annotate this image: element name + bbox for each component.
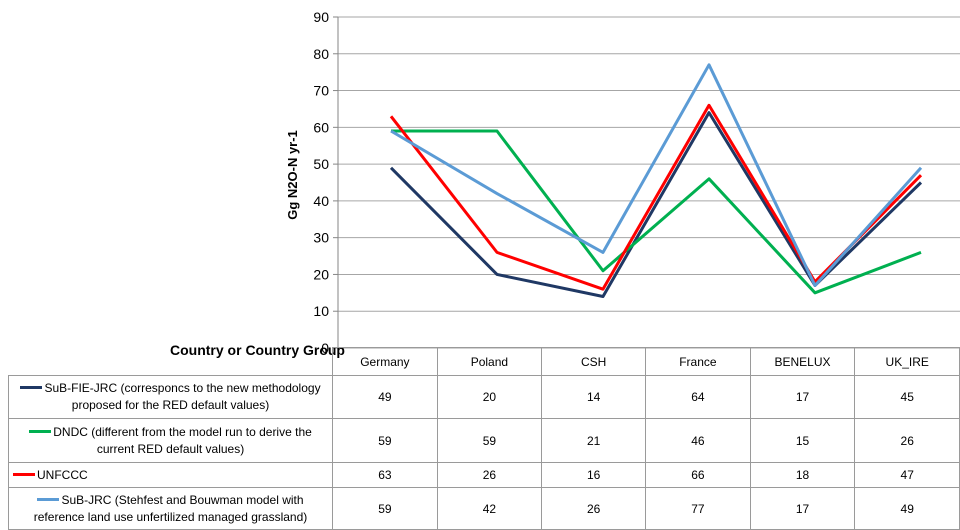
table-row: DNDC (different from the model run to de… — [7, 418, 960, 463]
data-value-cell: 14 — [541, 375, 647, 419]
data-value-cell: 26 — [436, 462, 543, 488]
category-label: Germany — [332, 347, 438, 376]
y-tick-label: 60 — [313, 119, 329, 135]
data-value-cell: 64 — [645, 375, 751, 419]
category-label: Poland — [436, 347, 543, 376]
y-tick-label: 90 — [313, 9, 329, 25]
table-row: SuB-JRC (Stehfest and Bouwman model with… — [7, 487, 960, 530]
series-legend-cell: SuB-JRC (Stehfest and Bouwman model with… — [7, 487, 334, 530]
y-tick-label: 80 — [313, 46, 329, 62]
data-value-cell: 26 — [854, 418, 960, 463]
data-value-cell: 18 — [749, 462, 856, 488]
table-corner-label: Country or Country Group — [170, 342, 345, 358]
legend-key — [37, 497, 60, 501]
gridlines — [338, 16, 960, 349]
data-value-cell: 59 — [436, 418, 543, 463]
y-tick-label: 10 — [313, 303, 329, 319]
series-name: SuB-JRC (Stehfest and Bouwman model with… — [33, 492, 308, 524]
data-value-cell: 15 — [749, 418, 856, 463]
series-name: SuB-FIE-JRC (corresponcs to the new meth… — [44, 381, 321, 412]
table-row: UNFCCC 63 26 16 66 18 47 — [7, 462, 960, 488]
y-tick-label: 50 — [313, 156, 329, 172]
series-line-3 — [390, 63, 923, 287]
series-line-0 — [389, 111, 923, 299]
data-value-cell: 20 — [436, 375, 543, 419]
legend-key — [13, 472, 35, 476]
legend-key — [29, 429, 52, 433]
legend-key — [20, 386, 43, 390]
series-legend-cell: DNDC (different from the model run to de… — [7, 418, 334, 463]
y-tick-label: 70 — [313, 83, 329, 99]
series-name: UNFCCC — [37, 467, 88, 482]
category-label: France — [645, 347, 751, 376]
data-table: Germany Poland CSH France BENELUX UK_IRE SuB-F… — [7, 347, 960, 530]
data-value-cell: 63 — [332, 462, 438, 488]
y-tick-label: 40 — [313, 193, 329, 209]
series-lines — [389, 63, 923, 299]
data-value-cell: 42 — [436, 487, 543, 530]
table-row: SuB-FIE-JRC (corresponcs to the new meth… — [7, 375, 960, 419]
category-label: CSH — [541, 347, 647, 376]
data-value-cell: 21 — [541, 418, 647, 463]
data-value-cell: 49 — [332, 375, 438, 419]
data-value-cell: 26 — [541, 487, 647, 530]
series-name: DNDC (different from the model run to de… — [53, 424, 312, 456]
y-axis: 0 10 20 30 40 50 60 70 80 90 — [313, 9, 339, 356]
y-tick-label: 0 — [321, 340, 329, 356]
data-value-cell: 16 — [541, 462, 647, 488]
table-header-row: Germany Poland CSH France BENELUX UK_IRE — [9, 347, 960, 376]
data-value-cell: 77 — [645, 487, 751, 530]
data-value-cell: 47 — [854, 462, 960, 488]
data-value-cell: 66 — [645, 462, 751, 488]
series-legend-cell: SuB-FIE-JRC (corresponcs to the new meth… — [7, 375, 334, 419]
data-value-cell: 17 — [749, 375, 856, 419]
category-label: UK_IRE — [854, 347, 960, 376]
data-value-cell: 49 — [854, 487, 960, 530]
data-value-cell: 59 — [332, 487, 438, 530]
data-value-cell: 45 — [854, 375, 960, 419]
table-corner-cell — [9, 348, 333, 376]
data-value-cell: 59 — [332, 418, 438, 463]
series-line-1 — [391, 129, 922, 295]
y-tick-label: 20 — [313, 266, 329, 282]
series-legend-cell: UNFCCC — [7, 462, 334, 488]
y-axis-label: Gg N2O-N yr-1 — [285, 130, 300, 220]
y-tick-label: 30 — [313, 230, 329, 246]
category-label: BENELUX — [749, 347, 856, 376]
data-value-cell: 46 — [645, 418, 751, 463]
line-chart: 0 10 20 30 40 50 60 70 80 90 Gg N2O-N yr-1 — [285, 9, 960, 356]
data-value-cell: 17 — [749, 487, 856, 530]
